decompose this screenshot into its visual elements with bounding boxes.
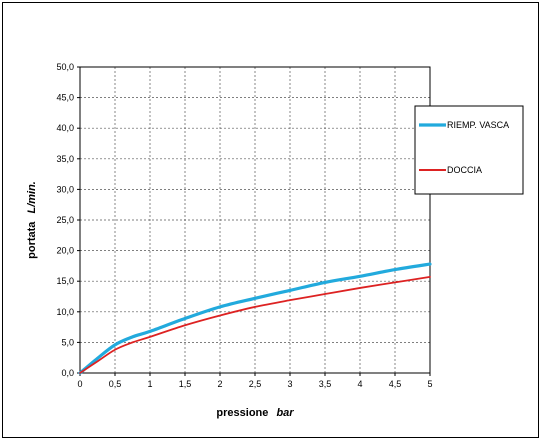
legend-label-riemp-vasca: RIEMP. VASCA [447, 120, 509, 130]
x-tick-label: 3 [287, 379, 292, 389]
x-axis: 0 0,5 1 1,5 2 2,5 3 3,5 4 4,5 5 [77, 373, 433, 389]
legend-label-doccia: DOCCIA [447, 165, 482, 175]
x-axis-title: pressione bar [216, 407, 294, 419]
y-axis-title: portata L/min. [26, 181, 38, 259]
y-axis-unit: L/min. [26, 181, 38, 213]
x-tick-label: 0,5 [109, 379, 122, 389]
y-tick-label: 30,0 [56, 184, 74, 194]
y-tick-label: 5,0 [61, 337, 74, 347]
x-tick-label: 3,5 [319, 379, 332, 389]
y-tick-label: 10,0 [56, 307, 74, 317]
x-tick-label: 0 [77, 379, 82, 389]
x-tick-label: 1 [147, 379, 152, 389]
y-tick-label: 50,0 [56, 62, 74, 72]
y-tick-label: 0,0 [61, 368, 74, 378]
y-tick-label: 25,0 [56, 215, 74, 225]
y-axis-label: portata [26, 221, 38, 259]
y-tick-label: 20,0 [56, 246, 74, 256]
x-tick-label: 1,5 [179, 379, 192, 389]
x-axis-label: pressione [216, 407, 268, 419]
x-tick-label: 2 [217, 379, 222, 389]
series-lines [78, 262, 432, 375]
x-tick-label: 2,5 [249, 379, 262, 389]
y-tick-label: 45,0 [56, 93, 74, 103]
x-axis-unit: bar [276, 407, 294, 419]
x-tick-label: 4,5 [389, 379, 402, 389]
y-axis: 0,0 5,0 10,0 15,0 20,0 25,0 30,0 35,0 40,0 45,0 50… [56, 62, 80, 378]
x-tick-label: 5 [427, 379, 432, 389]
legend-box [414, 105, 524, 195]
y-tick-label: 35,0 [56, 154, 74, 164]
series-line-riemp-vasca [78, 262, 432, 375]
series-line-doccia [79, 276, 431, 374]
grid [80, 67, 430, 373]
y-tick-label: 15,0 [56, 276, 74, 286]
x-tick-label: 4 [357, 379, 362, 389]
legend: RIEMP. VASCA DOCCIA [414, 105, 524, 195]
y-tick-label: 40,0 [56, 123, 74, 133]
